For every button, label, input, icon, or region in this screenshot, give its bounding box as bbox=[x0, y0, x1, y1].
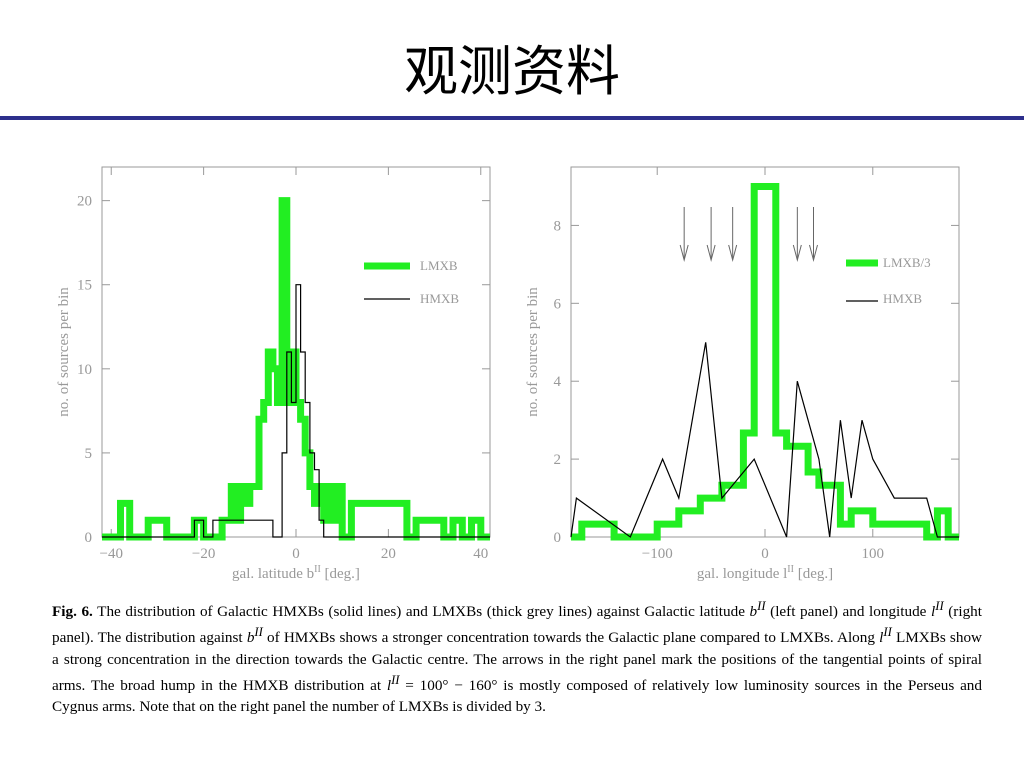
latitude-legend: LMXB HMXB bbox=[364, 258, 459, 306]
caption-part-5: LMXBs show a strong concentration in the… bbox=[52, 629, 983, 694]
longitude-y-tick-label: 0 bbox=[554, 530, 562, 546]
longitude-tangent-arrow bbox=[706, 207, 716, 262]
longitude-y-tick-label: 8 bbox=[554, 218, 562, 234]
latitude-x-axis-label-unit: [deg.] bbox=[321, 566, 360, 582]
longitude-series-lmxb3 bbox=[571, 183, 959, 541]
latitude-x-axis-label-sup: II bbox=[314, 564, 321, 575]
latitude-series-hmxb bbox=[102, 284, 490, 538]
caption-var-l-3: l bbox=[386, 676, 392, 694]
longitude-x-tick-label: 0 bbox=[761, 546, 769, 562]
longitude-y-tick-label: 6 bbox=[554, 296, 562, 312]
latitude-x-axis-label: gal. latitude bII [deg.] bbox=[232, 564, 360, 582]
caption-var-l-2: l bbox=[879, 629, 884, 647]
caption-sup-5: II bbox=[391, 672, 400, 687]
legend-label-lmxb3: LMXB/3 bbox=[883, 255, 931, 270]
title-divider bbox=[0, 116, 1024, 120]
caption-sup-1: II bbox=[757, 599, 766, 613]
longitude-x-axis-label-text: gal. longitude l bbox=[697, 566, 787, 582]
legend-label-hmxb-right: HMXB bbox=[883, 291, 922, 306]
caption-part-4: of HMXBs shows a stronger concentration … bbox=[262, 629, 880, 647]
longitude-series-hmxb bbox=[570, 342, 959, 538]
caption-part-3: (right panel). The distribution against bbox=[52, 603, 982, 647]
latitude-panel: no. of sources per bin gal. latitude bII… bbox=[56, 166, 491, 582]
caption-sup-3: II bbox=[254, 625, 263, 640]
longitude-tangent-arrow bbox=[809, 207, 818, 262]
longitude-x-tick-label: 100 bbox=[862, 546, 885, 562]
longitude-plot-frame bbox=[570, 166, 960, 538]
caption-sup-2: II bbox=[935, 599, 944, 613]
longitude-legend: LMXB/3 HMXB bbox=[846, 255, 931, 306]
longitude-y-tick-label: 4 bbox=[554, 374, 562, 390]
figure-caption: Fig. 6. The distribution of Galactic HMX… bbox=[52, 596, 982, 717]
latitude-y-axis-label: no. of sources per bin bbox=[56, 287, 72, 417]
latitude-y-tick-label: 20 bbox=[77, 194, 92, 210]
latitude-y-tick-label: 5 bbox=[85, 446, 93, 462]
longitude-y-tick-label: 2 bbox=[554, 452, 562, 468]
caption-part-1: The distribution of Galactic HMXBs (soli… bbox=[92, 603, 750, 621]
longitude-tangent-arrow bbox=[728, 207, 738, 262]
caption-part-2: (left panel) and longitude bbox=[765, 603, 931, 621]
charts-figure: no. of sources per bin gal. latitude bII… bbox=[56, 166, 960, 582]
latitude-x-tick-label: −40 bbox=[100, 546, 123, 562]
longitude-panel: no. of sources per bin gal. longitude lI… bbox=[525, 166, 960, 582]
longitude-x-axis-label: gal. longitude lII [deg.] bbox=[697, 564, 833, 582]
longitude-x-tick-label: −100 bbox=[642, 546, 673, 562]
latitude-x-tick-label: −20 bbox=[192, 546, 215, 562]
caption-part-6: = 100° − 160° is mostly composed of rela… bbox=[52, 676, 982, 715]
longitude-tangent-arrow bbox=[679, 207, 689, 262]
legend-label-hmxb: HMXB bbox=[420, 291, 459, 306]
latitude-y-tick-label: 0 bbox=[85, 530, 93, 546]
longitude-x-axis-label-sup: II bbox=[787, 564, 794, 575]
caption-fig-label: Fig. 6. bbox=[52, 603, 93, 621]
caption-var-b: b bbox=[749, 603, 758, 621]
caption-var-b-2: b bbox=[246, 629, 255, 647]
latitude-x-tick-label: 20 bbox=[381, 546, 396, 562]
longitude-tangent-arrow bbox=[792, 207, 802, 262]
latitude-y-tick-label: 10 bbox=[77, 362, 92, 378]
slide-title: 观测资料 bbox=[404, 40, 620, 103]
latitude-x-axis-label-text: gal. latitude b bbox=[232, 566, 314, 582]
latitude-x-tick-label: 0 bbox=[292, 546, 300, 562]
longitude-x-axis-label-unit: [deg.] bbox=[794, 566, 833, 582]
latitude-x-tick-label: 40 bbox=[473, 546, 488, 562]
longitude-y-axis-label: no. of sources per bin bbox=[525, 287, 541, 417]
legend-label-lmxb: LMXB bbox=[420, 258, 458, 273]
caption-var-l: l bbox=[931, 603, 936, 621]
caption-sup-4: II bbox=[883, 625, 892, 640]
latitude-y-tick-label: 15 bbox=[77, 278, 92, 294]
